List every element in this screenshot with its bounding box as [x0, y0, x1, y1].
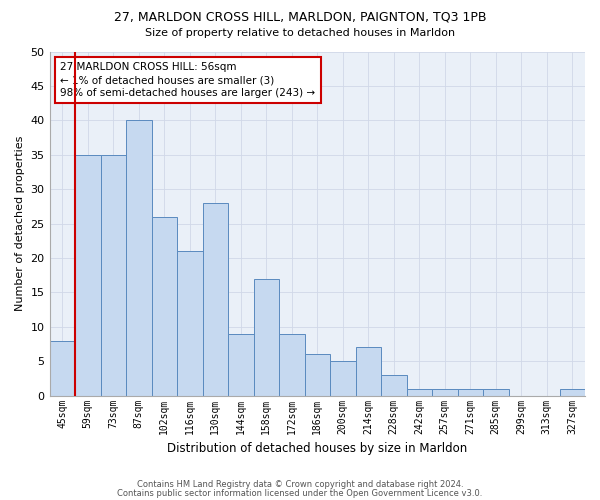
Bar: [432, 389, 458, 396]
Text: 27, MARLDON CROSS HILL, MARLDON, PAIGNTON, TQ3 1PB: 27, MARLDON CROSS HILL, MARLDON, PAIGNTO…: [114, 10, 486, 23]
Bar: [381, 375, 407, 396]
Bar: [177, 251, 203, 396]
Bar: [126, 120, 152, 396]
Text: Size of property relative to detached houses in Marldon: Size of property relative to detached ho…: [145, 28, 455, 38]
Text: Contains HM Land Registry data © Crown copyright and database right 2024.: Contains HM Land Registry data © Crown c…: [137, 480, 463, 489]
Bar: [50, 340, 75, 396]
Bar: [458, 389, 483, 396]
Bar: [254, 278, 279, 396]
Bar: [101, 154, 126, 396]
Bar: [407, 389, 432, 396]
Text: Contains public sector information licensed under the Open Government Licence v3: Contains public sector information licen…: [118, 488, 482, 498]
Bar: [305, 354, 330, 396]
Bar: [228, 334, 254, 396]
Y-axis label: Number of detached properties: Number of detached properties: [15, 136, 25, 312]
Bar: [279, 334, 305, 396]
Bar: [356, 348, 381, 396]
Bar: [203, 203, 228, 396]
X-axis label: Distribution of detached houses by size in Marldon: Distribution of detached houses by size …: [167, 442, 467, 455]
Bar: [483, 389, 509, 396]
Bar: [75, 154, 101, 396]
Bar: [152, 216, 177, 396]
Bar: [560, 389, 585, 396]
Bar: [330, 361, 356, 396]
Text: 27 MARLDON CROSS HILL: 56sqm
← 1% of detached houses are smaller (3)
98% of semi: 27 MARLDON CROSS HILL: 56sqm ← 1% of det…: [60, 62, 316, 98]
